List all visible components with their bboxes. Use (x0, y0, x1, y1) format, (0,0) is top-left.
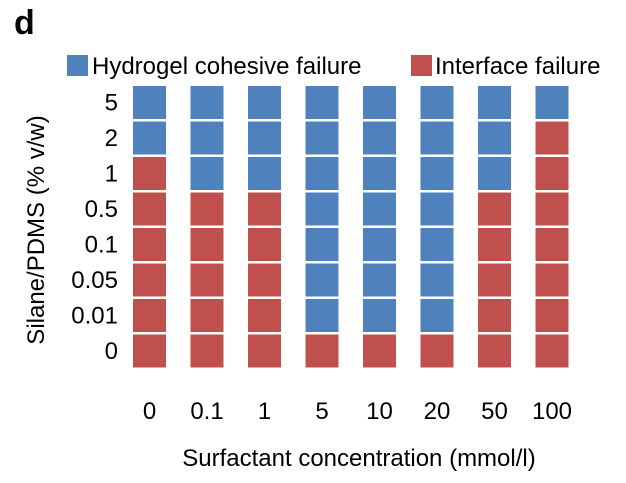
cell-r4-c5 (420, 228, 454, 261)
cell-r7-c5 (420, 334, 454, 368)
cell-r0-c0 (133, 86, 166, 119)
cell-r3-c1 (190, 192, 224, 226)
cell-r4-c4 (363, 228, 396, 261)
cell-r7-c1 (190, 334, 224, 368)
cell-r3-c6 (478, 192, 511, 226)
x-axis-label: Surfactant concentration (mmol/l) (182, 445, 535, 472)
x-tick-label: 0.1 (190, 398, 223, 425)
y-tick-label: 2 (105, 125, 118, 152)
cell-r1-c4 (363, 121, 396, 155)
cell-r7-c0 (133, 334, 166, 368)
cell-r5-c1 (190, 263, 224, 297)
cell-r3-c3 (305, 192, 339, 226)
cell-r2-c4 (363, 157, 396, 190)
x-tick-label: 50 (481, 398, 508, 425)
cell-r0-c2 (248, 86, 281, 119)
cell-r0-c3 (305, 86, 339, 119)
x-tick-label: 0 (143, 398, 156, 425)
legend-label-hydrogel: Hydrogel cohesive failure (92, 53, 361, 80)
cell-r7-c7 (535, 334, 569, 368)
y-tick-label: 0 (105, 338, 118, 365)
cell-r2-c5 (420, 157, 454, 190)
y-tick-label: 0.01 (71, 303, 118, 330)
cell-r5-c3 (305, 263, 339, 297)
cell-r7-c6 (478, 334, 511, 368)
cell-r2-c6 (478, 157, 511, 190)
x-tick-label: 5 (315, 398, 328, 425)
legend-swatch-hydrogel (67, 55, 88, 76)
cell-r4-c1 (190, 228, 224, 261)
x-tick-label: 10 (366, 398, 393, 425)
cell-r3-c4 (363, 192, 396, 226)
legend: Hydrogel cohesive failure Interface fail… (67, 53, 600, 80)
cell-r2-c0 (133, 157, 166, 190)
y-tick-label: 0.1 (85, 232, 118, 259)
cell-r4-c2 (248, 228, 281, 261)
x-tick-labels: 0 0.1 1 5 10 20 50 100 (143, 398, 572, 425)
cell-r2-c7 (535, 157, 569, 190)
x-tick-label: 1 (258, 398, 271, 425)
y-tick-labels: 5 2 1 0.5 0.1 0.05 0.01 0 (71, 90, 118, 366)
cell-r0-c1 (190, 86, 224, 119)
legend-label-interface: Interface failure (435, 53, 600, 80)
cell-r6-c1 (190, 299, 224, 332)
cell-r6-c6 (478, 299, 511, 332)
cell-r6-c7 (535, 299, 569, 332)
cell-r5-c4 (363, 263, 396, 297)
cell-r4-c6 (478, 228, 511, 261)
cell-r1-c7 (535, 121, 569, 155)
cell-r4-c7 (535, 228, 569, 261)
cell-r7-c2 (248, 334, 281, 368)
cell-r6-c3 (305, 299, 339, 332)
cell-r2-c1 (190, 157, 224, 190)
y-tick-label: 0.5 (85, 196, 118, 223)
cell-r5-c7 (535, 263, 569, 297)
cell-r7-c4 (363, 334, 396, 368)
cell-r4-c0 (133, 228, 166, 261)
cell-r0-c5 (420, 86, 454, 119)
cell-r3-c5 (420, 192, 454, 226)
y-tick-label: 0.05 (71, 267, 118, 294)
heatmap-cells (133, 86, 569, 368)
y-axis-label: Silane/PDMS (% v/w) (23, 115, 50, 344)
cell-r1-c5 (420, 121, 454, 155)
cell-r6-c4 (363, 299, 396, 332)
cell-r2-c2 (248, 157, 281, 190)
cell-r0-c4 (363, 86, 396, 119)
cell-r1-c6 (478, 121, 511, 155)
cell-r5-c2 (248, 263, 281, 297)
panel-label: d (14, 4, 35, 42)
x-tick-label: 20 (424, 398, 451, 425)
y-tick-label: 1 (105, 161, 118, 188)
cell-r5-c6 (478, 263, 511, 297)
cell-r3-c7 (535, 192, 569, 226)
cell-r1-c2 (248, 121, 281, 155)
cell-r3-c2 (248, 192, 281, 226)
cell-r1-c3 (305, 121, 339, 155)
cell-r6-c2 (248, 299, 281, 332)
y-tick-label: 5 (105, 90, 118, 117)
cell-r3-c0 (133, 192, 166, 226)
cell-r6-c5 (420, 299, 454, 332)
cell-r1-c0 (133, 121, 166, 155)
cell-r5-c0 (133, 263, 166, 297)
x-tick-label: 100 (532, 398, 572, 425)
cell-r2-c3 (305, 157, 339, 190)
legend-swatch-interface (411, 55, 432, 76)
cell-r0-c6 (478, 86, 511, 119)
cell-r1-c1 (190, 121, 224, 155)
cell-r5-c5 (420, 263, 454, 297)
cell-r7-c3 (305, 334, 339, 368)
cell-r0-c7 (535, 86, 569, 119)
cell-r6-c0 (133, 299, 166, 332)
cell-r4-c3 (305, 228, 339, 261)
